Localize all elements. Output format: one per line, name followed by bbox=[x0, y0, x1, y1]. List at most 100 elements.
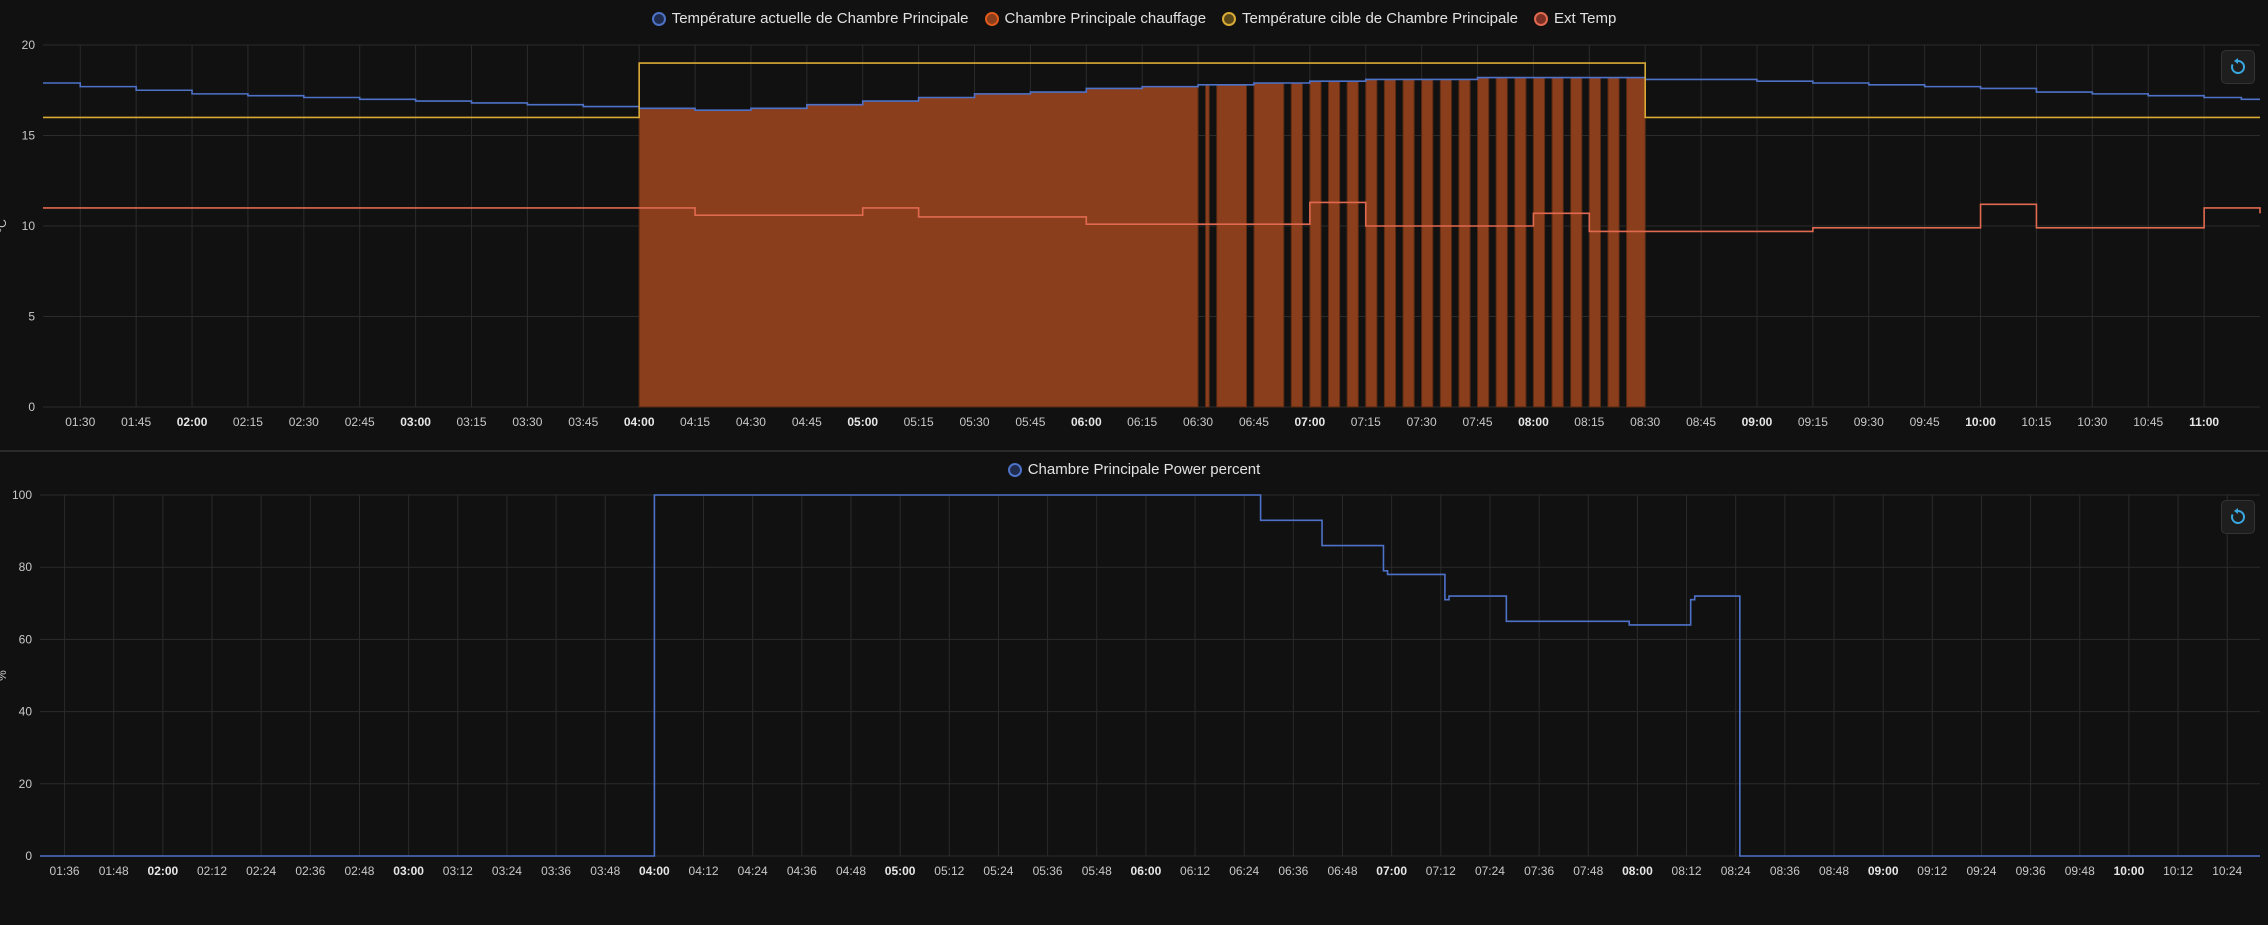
x-tick-label: 05:30 bbox=[959, 415, 989, 429]
series-line-target-temp bbox=[43, 62, 2260, 119]
x-tick-label: 10:30 bbox=[2077, 415, 2107, 429]
x-tick-label: 07:15 bbox=[1351, 415, 1381, 429]
x-tick-label: 04:48 bbox=[836, 864, 866, 878]
x-tick-label: 06:00 bbox=[1131, 864, 1162, 878]
x-tick-label: 06:15 bbox=[1127, 415, 1157, 429]
heating-on-area bbox=[1383, 78, 1397, 408]
temperature-chart-plot: 0 5 10 15 20 01:30 01:45 02:00 02:15 02:30 02:45 03… bbox=[0, 38, 2261, 429]
x-tick-label: 09:36 bbox=[2016, 864, 2046, 878]
x-tick-label: 02:30 bbox=[289, 415, 319, 429]
legend-item-current-temp[interactable]: Température actuelle de Chambre Principa… bbox=[651, 10, 969, 27]
x-tick-label: 09:15 bbox=[1798, 415, 1828, 429]
y-tick-label: 20 bbox=[19, 777, 33, 791]
legend-swatch-heating bbox=[984, 11, 999, 26]
reset-zoom-icon bbox=[2231, 58, 2245, 74]
x-tick-label: 04:45 bbox=[792, 415, 822, 429]
x-tick-label: 02:45 bbox=[345, 415, 375, 429]
x-tick-label: 03:12 bbox=[443, 864, 473, 878]
x-tick-label: 02:12 bbox=[197, 864, 227, 878]
heating-on-area bbox=[1588, 77, 1601, 408]
legend-swatch-power bbox=[1007, 462, 1022, 477]
x-tick-label: 05:24 bbox=[983, 864, 1013, 878]
reset-zoom-icon bbox=[2231, 508, 2245, 524]
heating-on-area bbox=[1495, 77, 1508, 408]
power-chart-legend: Chambre Principale Power percent bbox=[0, 461, 2268, 478]
x-tick-label: 03:00 bbox=[400, 415, 431, 429]
x-tick-label: 02:00 bbox=[177, 415, 208, 429]
x-tick-label: 07:12 bbox=[1426, 864, 1456, 878]
legend-label-current-temp: Température actuelle de Chambre Principa… bbox=[671, 10, 969, 27]
heating-on-area bbox=[1205, 84, 1210, 408]
y-tick-label: 20 bbox=[22, 38, 36, 52]
heating-on-area bbox=[1309, 80, 1322, 408]
x-tick-label: 09:00 bbox=[1868, 864, 1899, 878]
reset-zoom-button-bottom[interactable] bbox=[2221, 500, 2255, 534]
heating-on-area bbox=[1458, 78, 1471, 408]
series-line-current-temp bbox=[43, 76, 2260, 111]
heating-on-area bbox=[1514, 77, 1527, 408]
reset-zoom-button-top[interactable] bbox=[2221, 50, 2255, 84]
heating-on-area bbox=[1346, 80, 1359, 408]
x-tick-label: 06:48 bbox=[1327, 864, 1357, 878]
x-tick-label: 10:24 bbox=[2212, 864, 2242, 878]
temperature-chart-card: Température actuelle de Chambre Principa… bbox=[0, 0, 2268, 452]
x-tick-label: 07:00 bbox=[1295, 415, 1326, 429]
legend-item-heating[interactable]: Chambre Principale chauffage bbox=[984, 10, 1206, 27]
heating-on-area bbox=[638, 86, 1199, 408]
x-tick-label: 04:24 bbox=[738, 864, 768, 878]
y-axis-label: °C bbox=[0, 219, 9, 233]
legend-swatch-current-temp bbox=[651, 11, 666, 26]
legend-item-ext-temp[interactable]: Ext Temp bbox=[1534, 10, 1616, 27]
heating-on-area bbox=[1439, 78, 1452, 408]
x-tick-label: 04:00 bbox=[624, 415, 655, 429]
x-tick-label: 01:36 bbox=[50, 864, 80, 878]
x-tick-label: 09:12 bbox=[1917, 864, 1947, 878]
legend-label-power: Chambre Principale Power percent bbox=[1027, 461, 1261, 478]
power-chart-plot: 0 20 40 60 80 100 01:36 01:48 02:00 02:12 02:24 02:… bbox=[0, 488, 2260, 878]
x-tick-label: 08:00 bbox=[1518, 415, 1549, 429]
x-tick-label: 06:45 bbox=[1239, 415, 1269, 429]
legend-label-ext-temp: Ext Temp bbox=[1554, 10, 1617, 27]
y-axis-label: % bbox=[0, 670, 9, 681]
heating-on-area bbox=[1551, 77, 1564, 408]
x-tick-label: 10:00 bbox=[1965, 415, 1996, 429]
heating-on-area bbox=[1327, 80, 1341, 408]
x-tick-label: 11:00 bbox=[2189, 415, 2219, 429]
y-tick-label: 60 bbox=[19, 632, 33, 646]
x-tick-label: 07:45 bbox=[1463, 415, 1493, 429]
x-tick-label: 02:24 bbox=[246, 864, 276, 878]
x-tick-label: 07:48 bbox=[1573, 864, 1603, 878]
x-tick-label: 06:24 bbox=[1229, 864, 1259, 878]
y-tick-label: 15 bbox=[22, 129, 36, 143]
x-tick-label: 09:24 bbox=[1966, 864, 1996, 878]
x-tick-label: 06:30 bbox=[1183, 415, 1213, 429]
legend-item-target-temp[interactable]: Température cible de Chambre Principale bbox=[1222, 10, 1518, 27]
heating-on-area bbox=[1532, 77, 1546, 408]
x-tick-label: 03:24 bbox=[492, 864, 522, 878]
x-tick-label: 04:12 bbox=[689, 864, 719, 878]
x-tick-label: 08:24 bbox=[1721, 864, 1751, 878]
x-tick-label: 06:12 bbox=[1180, 864, 1210, 878]
heating-on-area bbox=[1607, 77, 1620, 408]
x-tick-label: 04:00 bbox=[639, 864, 670, 878]
x-tick-label: 09:45 bbox=[1910, 415, 1940, 429]
x-tick-label: 01:45 bbox=[121, 415, 151, 429]
x-tick-label: 10:45 bbox=[2133, 415, 2163, 429]
x-tick-label: 10:15 bbox=[2021, 415, 2051, 429]
x-tick-label: 05:48 bbox=[1082, 864, 1112, 878]
x-tick-label: 08:12 bbox=[1672, 864, 1702, 878]
y-tick-label: 0 bbox=[28, 400, 35, 414]
temperature-chart-legend: Température actuelle de Chambre Principa… bbox=[0, 10, 2268, 27]
heating-on-area bbox=[1402, 78, 1415, 408]
x-tick-label: 02:00 bbox=[148, 864, 179, 878]
x-tick-label: 03:36 bbox=[541, 864, 571, 878]
x-tick-label: 07:00 bbox=[1376, 864, 1407, 878]
x-tick-label: 04:36 bbox=[787, 864, 817, 878]
legend-item-power[interactable]: Chambre Principale Power percent bbox=[1007, 461, 1261, 478]
x-tick-label: 09:00 bbox=[1742, 415, 1773, 429]
x-tick-label: 10:12 bbox=[2163, 864, 2193, 878]
y-tick-label: 100 bbox=[12, 488, 32, 502]
y-tick-label: 80 bbox=[19, 560, 33, 574]
x-tick-label: 08:30 bbox=[1630, 415, 1660, 429]
x-tick-label: 04:30 bbox=[736, 415, 766, 429]
